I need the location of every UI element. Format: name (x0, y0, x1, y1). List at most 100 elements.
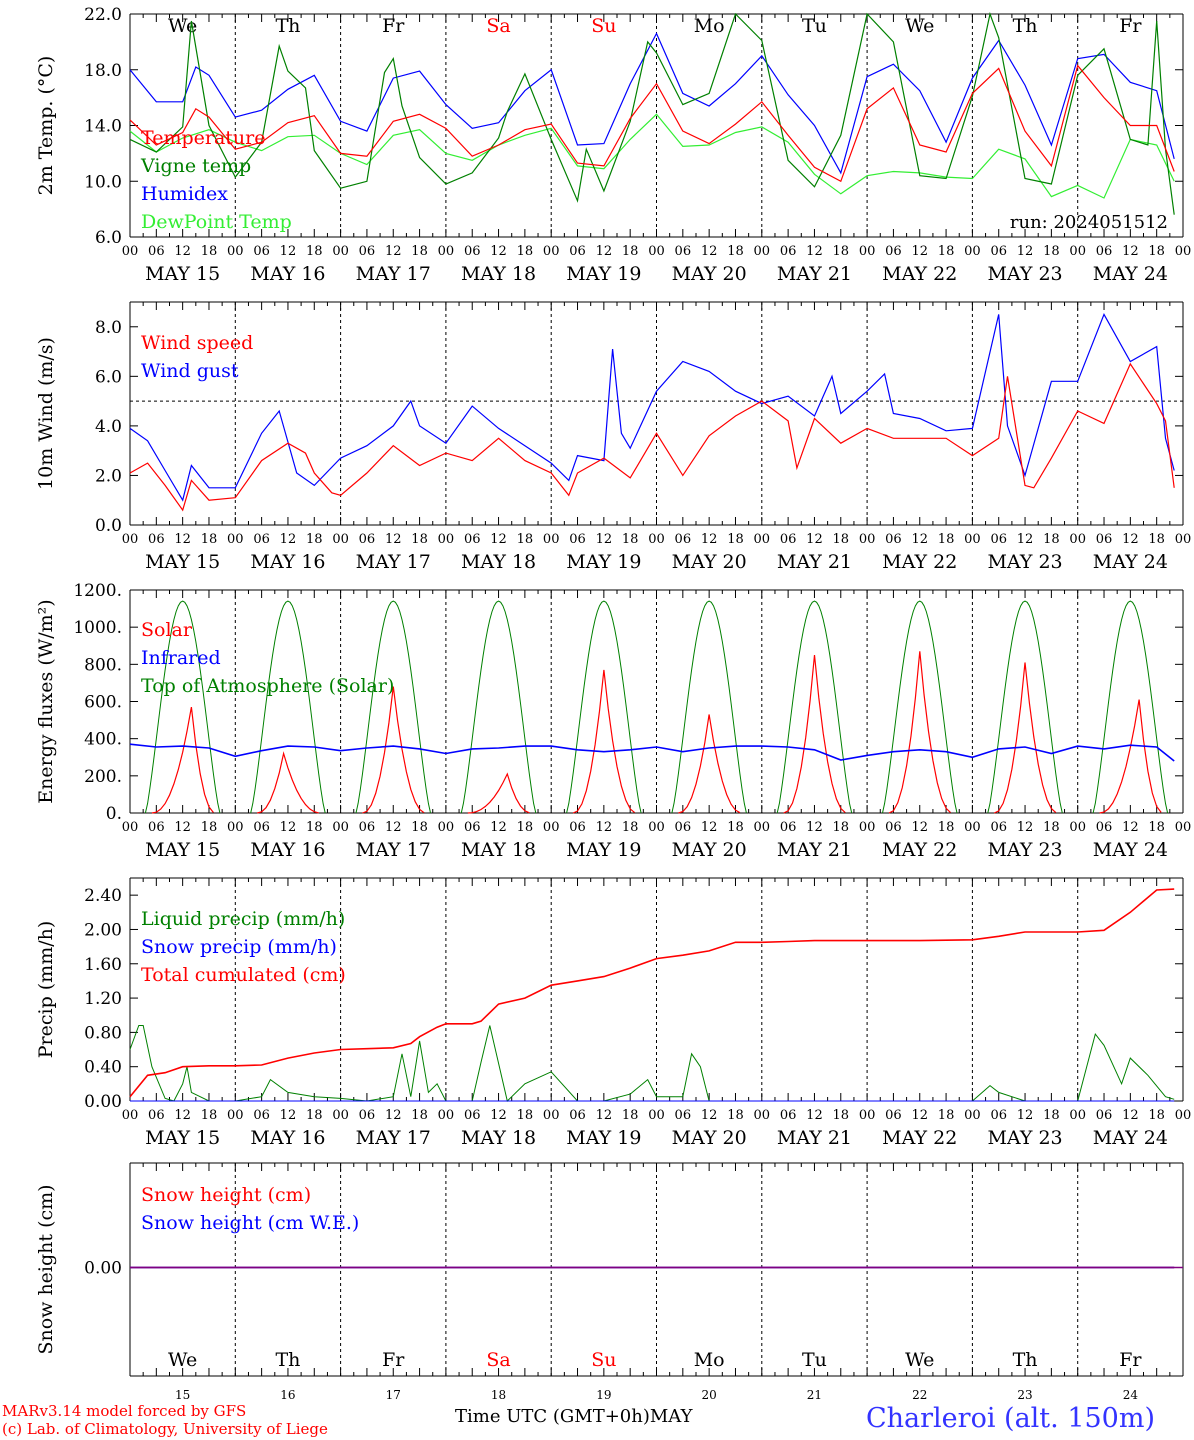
weekday-label: Su (591, 15, 616, 37)
hour-tick-label: 12 (1122, 244, 1139, 259)
hour-tick-label: 06 (780, 820, 797, 835)
date-label: MAY 15 (145, 263, 220, 285)
y-tick-label: 0.0 (95, 516, 122, 536)
run-label: run: 2024051512 (1010, 212, 1168, 233)
legend-entry: Top of Atmosphere (Solar) (141, 675, 394, 697)
hour-tick-label: 12 (806, 1108, 823, 1123)
hour-tick-label: 18 (1148, 244, 1165, 259)
legend-entry: Infrared (141, 647, 221, 669)
legend-entry: Humidex (141, 183, 228, 205)
y-tick-label: 0.80 (84, 1023, 122, 1043)
hour-tick-label: 18 (938, 820, 955, 835)
hour-tick-label: 12 (280, 820, 297, 835)
hour-tick-label: 00 (1069, 532, 1086, 547)
date-label: MAY 24 (1093, 1127, 1168, 1149)
hour-tick-label: 12 (490, 244, 507, 259)
hour-tick-label: 00 (1069, 244, 1086, 259)
hour-tick-label: 18 (201, 1108, 218, 1123)
hour-tick-label: 00 (648, 532, 665, 547)
hour-tick-label: 00 (1175, 244, 1192, 259)
solar-day-curve (888, 651, 951, 814)
series-wind-speed (129, 362, 1175, 512)
hour-tick-label: 18 (727, 244, 744, 259)
hour-tick-label: 12 (911, 244, 928, 259)
hour-tick-label: 06 (990, 820, 1007, 835)
lab-credit: (c) Lab. of Climatology, University of L… (2, 1420, 328, 1438)
hour-tick-label: 18 (517, 820, 534, 835)
hour-tick-label: 00 (754, 1108, 771, 1123)
hour-tick-label: 00 (332, 244, 349, 259)
legend-entry: Vigne temp (140, 155, 251, 177)
hour-tick-label: 12 (385, 1108, 402, 1123)
date-label: MAY 22 (882, 551, 957, 573)
date-label: MAY 18 (461, 839, 536, 861)
y-tick-label: 1.20 (84, 989, 122, 1009)
hour-tick-label: 00 (122, 1108, 139, 1123)
hour-tick-label: 06 (569, 1108, 586, 1123)
hour-tick-label: 00 (648, 820, 665, 835)
hour-tick-label: 06 (148, 1108, 165, 1123)
hour-tick-label: 18 (201, 244, 218, 259)
day-number-label: 21 (807, 1388, 822, 1402)
hour-tick-label: 06 (990, 532, 1007, 547)
day-number-label: 20 (702, 1388, 717, 1402)
panel-3: 0. 200. 400. 600. 800. 1000. 1200. Energy fluxe… (35, 581, 1191, 861)
weekday-label: Su (591, 1349, 616, 1371)
hour-tick-label: 06 (885, 244, 902, 259)
y-tick-label: 800. (84, 655, 122, 675)
hour-tick-label: 06 (359, 1108, 376, 1123)
hour-tick-label: 18 (833, 244, 850, 259)
legend-entry: DewPoint Temp (141, 211, 292, 233)
y-tick-label: 1000. (73, 618, 122, 638)
hour-tick-label: 06 (990, 1108, 1007, 1123)
weekday-label: Sa (486, 15, 510, 37)
hour-tick-label: 06 (464, 244, 481, 259)
y-tick-label: 10.0 (84, 172, 122, 192)
hour-tick-label: 00 (754, 244, 771, 259)
hour-tick-label: 06 (253, 244, 270, 259)
weekday-label: Fr (1119, 15, 1142, 37)
hour-tick-label: 06 (885, 1108, 902, 1123)
series-total-cumulated-cm- (129, 888, 1175, 1098)
hour-tick-label: 12 (596, 1108, 613, 1123)
hour-tick-label: 18 (517, 1108, 534, 1123)
hour-tick-label: 06 (1096, 820, 1113, 835)
hour-tick-label: 18 (1148, 820, 1165, 835)
hour-tick-label: 00 (543, 244, 560, 259)
toa-solar-curve (460, 600, 537, 814)
hour-tick-label: 12 (174, 532, 191, 547)
hour-tick-label: 00 (543, 532, 560, 547)
hour-tick-label: 06 (359, 532, 376, 547)
hour-tick-label: 06 (675, 820, 692, 835)
hour-tick-label: 12 (806, 244, 823, 259)
y-axis-title: Snow height (cm) (35, 1184, 57, 1354)
hour-tick-label: 18 (1043, 244, 1060, 259)
hour-tick-label: 00 (648, 244, 665, 259)
hour-tick-label: 18 (622, 820, 639, 835)
hour-tick-label: 18 (727, 820, 744, 835)
solar-day-curve (151, 706, 214, 814)
date-label: MAY 18 (461, 551, 536, 573)
hour-tick-label: 00 (1069, 1108, 1086, 1123)
hour-tick-label: 06 (359, 244, 376, 259)
date-label: MAY 20 (672, 263, 747, 285)
panel-5: 0.00 Snow height (cm) Snow height (cm) Snow… (35, 1162, 1184, 1402)
month-label: MAY (649, 1406, 693, 1427)
solar-day-curve (362, 686, 425, 814)
date-label: MAY 21 (777, 551, 852, 573)
toa-solar-curve (250, 600, 326, 814)
hour-tick-label: 12 (280, 244, 297, 259)
weekday-label: Tu (802, 15, 827, 37)
hour-tick-label: 12 (490, 820, 507, 835)
date-label: MAY 15 (145, 839, 220, 861)
solar-day-curve (572, 669, 635, 814)
hour-tick-label: 00 (1069, 820, 1086, 835)
hour-tick-label: 00 (543, 820, 560, 835)
hour-tick-label: 12 (1122, 1108, 1139, 1123)
date-label: MAY 21 (777, 263, 852, 285)
day-number-label: 24 (1123, 1388, 1139, 1402)
hour-tick-label: 06 (675, 532, 692, 547)
date-label: MAY 19 (566, 551, 641, 573)
hour-tick-label: 00 (227, 532, 244, 547)
